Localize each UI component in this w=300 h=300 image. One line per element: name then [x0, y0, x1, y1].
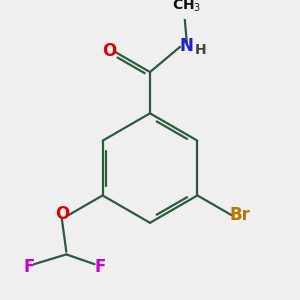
Text: N: N — [180, 37, 194, 55]
Text: F: F — [94, 258, 106, 276]
Text: F: F — [23, 258, 35, 276]
Text: Br: Br — [230, 206, 250, 224]
Text: O: O — [102, 42, 116, 60]
Text: H: H — [195, 43, 206, 57]
Text: CH$_3$: CH$_3$ — [172, 0, 201, 14]
Text: O: O — [55, 205, 69, 223]
